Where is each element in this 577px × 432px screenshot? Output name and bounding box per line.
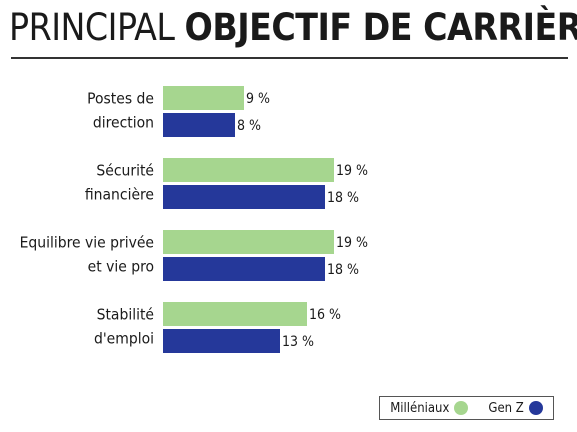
chart-title-bold: OBJECTIF DE CARRIÈRE xyxy=(184,6,577,49)
bar-gen-z-postes-de-direction xyxy=(163,113,235,137)
category-label-securite-financiere-line1: Sécurité xyxy=(96,162,154,180)
bar-gen-z-stabilite-d-emploi xyxy=(163,329,280,353)
bar-milleniaux-equilibre-vie-privee-et-vie-pro xyxy=(163,230,334,254)
value-label-milleniaux-postes-de-direction: 9 % xyxy=(246,91,270,107)
title-rule xyxy=(11,57,568,59)
bar-milleniaux-postes-de-direction xyxy=(163,86,244,110)
value-label-milleniaux-equilibre-vie-privee-et-vie-pro: 19 % xyxy=(336,235,368,251)
bar-milleniaux-stabilite-d-emploi xyxy=(163,302,307,326)
value-label-gen-z-postes-de-direction: 8 % xyxy=(237,118,261,134)
bar-milleniaux-securite-financiere xyxy=(163,158,334,182)
bar-gen-z-securite-financiere xyxy=(163,185,325,209)
value-label-milleniaux-stabilite-d-emploi: 16 % xyxy=(309,307,341,323)
value-label-gen-z-equilibre-vie-privee-et-vie-pro: 18 % xyxy=(327,262,359,278)
category-label-stabilite-d-emploi-line2: d'emploi xyxy=(94,330,154,348)
category-label-equilibre-vie-privee-et-vie-pro-line2: et vie pro xyxy=(88,258,154,276)
value-label-gen-z-securite-financiere: 18 % xyxy=(327,190,359,206)
legend-swatch-millennials xyxy=(454,401,469,415)
legend: Milléniaux Gen Z xyxy=(379,396,554,420)
value-label-gen-z-stabilite-d-emploi: 13 % xyxy=(282,334,314,350)
legend-swatch-genz xyxy=(528,401,543,415)
category-label-equilibre-vie-privee-et-vie-pro-line1: Equilibre vie privée xyxy=(20,234,154,252)
category-label-postes-de-direction-line2: direction xyxy=(93,114,154,132)
category-label-postes-de-direction-line1: Postes de xyxy=(87,90,154,108)
chart-title: PRINCIPAL OBJECTIF DE CARRIÈRE xyxy=(9,6,577,50)
category-label-stabilite-d-emploi-line1: Stabilité xyxy=(97,306,154,324)
legend-label-millennials: Milléniaux xyxy=(390,400,450,416)
bar-gen-z-equilibre-vie-privee-et-vie-pro xyxy=(163,257,325,281)
value-label-milleniaux-securite-financiere: 19 % xyxy=(336,163,368,179)
legend-label-genz: Gen Z xyxy=(488,400,524,416)
category-label-securite-financiere-line2: financière xyxy=(85,186,154,204)
chart-title-light: PRINCIPAL xyxy=(9,6,175,49)
